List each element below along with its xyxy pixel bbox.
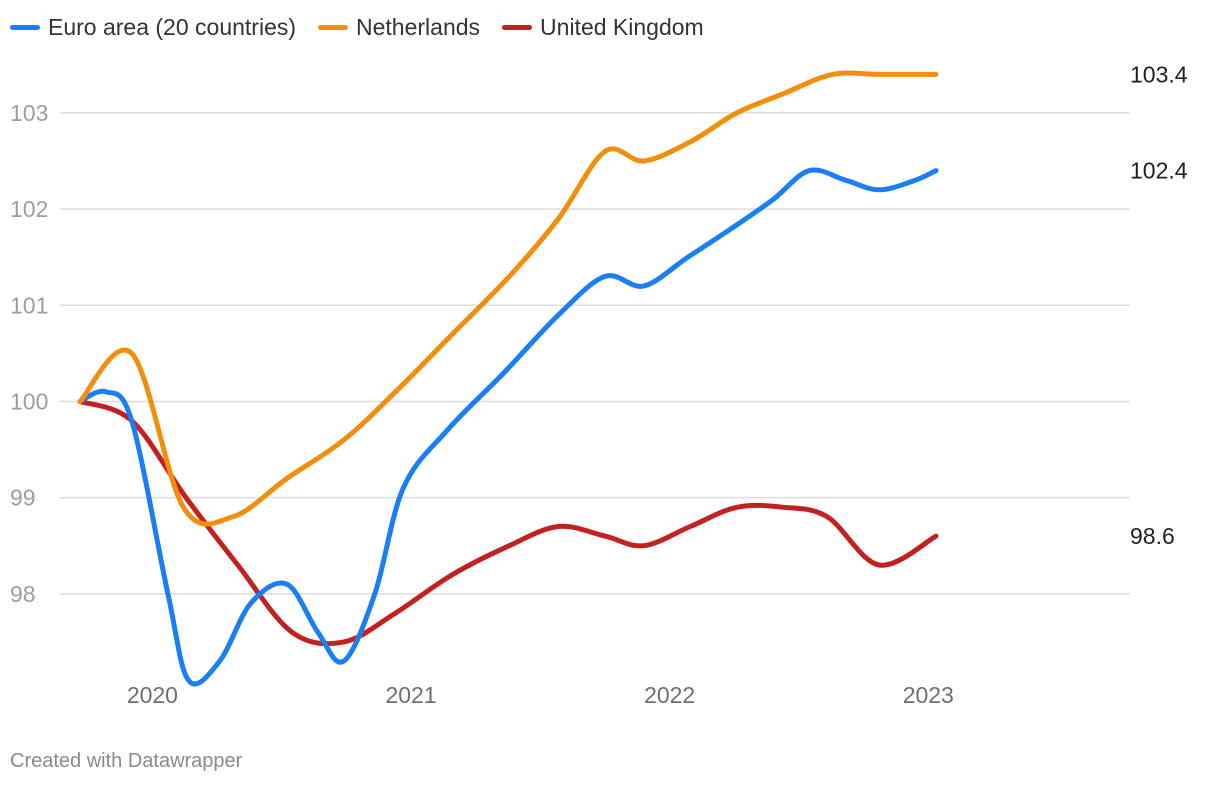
y-tick-label: 100 [10, 388, 48, 414]
series-line [77, 70, 939, 527]
legend-label: Euro area (20 countries) [48, 14, 297, 40]
x-tick-label: 2021 [385, 682, 436, 708]
y-tick-label: 102 [10, 196, 48, 222]
x-tick-label: 2023 [903, 682, 954, 708]
legend-swatch [502, 25, 533, 30]
gridlines [60, 112, 1130, 595]
y-tick-label: 99 [10, 485, 36, 511]
end-value-label: 98.6 [1130, 523, 1175, 549]
legend-item: Euro area (20 countries) [10, 14, 296, 41]
end-value-label: 102.4 [1130, 158, 1188, 184]
end-labels: 102.4 103.4 98.6 [1130, 61, 1188, 549]
y-tick-label: 103 [10, 100, 48, 126]
series-line [77, 167, 939, 687]
legend-item: Netherlands [318, 14, 480, 41]
end-value-label: 103.4 [1130, 61, 1188, 87]
legend-label: United Kingdom [540, 14, 704, 40]
footer-credit: Created with Datawrapper [10, 750, 243, 772]
legend-swatch [10, 25, 40, 30]
legend-item: United Kingdom [502, 14, 704, 41]
chart-legend: Euro area (20 countries) Netherlands Unite… [10, 14, 704, 41]
legend-label: Netherlands [356, 14, 481, 40]
x-axis-ticks: 2020 2021 2022 2023 [127, 682, 954, 708]
series-lines [77, 70, 939, 687]
y-axis-ticks: 98 99 100 101 102 103 [10, 100, 48, 607]
x-tick-label: 2020 [127, 682, 178, 708]
y-tick-label: 98 [10, 581, 36, 607]
y-tick-label: 101 [10, 292, 48, 318]
x-tick-label: 2022 [644, 682, 695, 708]
legend-swatch [318, 25, 349, 30]
series-line [77, 399, 939, 647]
